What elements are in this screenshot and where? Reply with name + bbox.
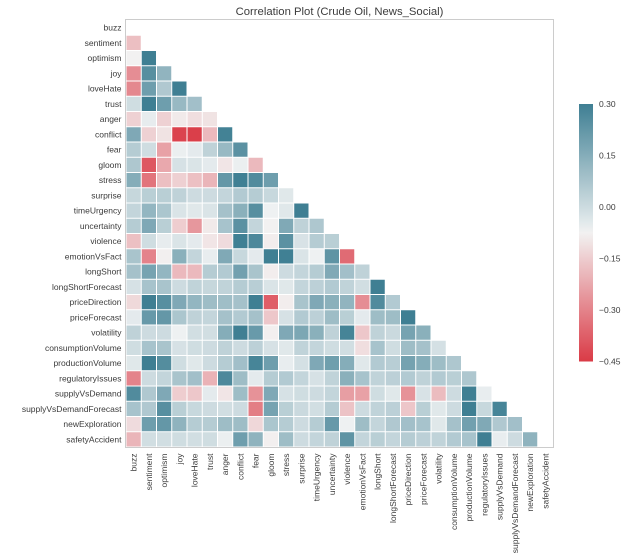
svg-text:0.15: 0.15 [599, 150, 616, 160]
svg-text:volatility: volatility [434, 453, 444, 484]
svg-text:longShortForecast: longShortForecast [388, 453, 398, 523]
svg-text:loveHate: loveHate [190, 453, 200, 487]
svg-text:0.00: 0.00 [599, 202, 616, 212]
svg-text:joy: joy [110, 68, 123, 78]
svg-text:productionVolume: productionVolume [464, 453, 474, 521]
svg-text:−0.45: −0.45 [599, 356, 621, 366]
svg-text:Correlation Plot (Crude Oil, N: Correlation Plot (Crude Oil, News_Social… [236, 6, 444, 18]
svg-text:timeUrgency: timeUrgency [74, 206, 122, 216]
svg-text:productionVolume: productionVolume [53, 358, 121, 368]
svg-text:surprise: surprise [91, 190, 122, 200]
svg-text:buzz: buzz [129, 454, 139, 472]
svg-text:trust: trust [105, 99, 122, 109]
svg-text:priceForecast: priceForecast [418, 453, 428, 505]
svg-text:violence: violence [90, 236, 121, 246]
svg-text:optimism: optimism [159, 454, 169, 488]
svg-text:buzz: buzz [104, 23, 122, 33]
svg-text:−0.30: −0.30 [599, 305, 621, 315]
svg-text:stress: stress [99, 175, 122, 185]
svg-text:uncertainty: uncertainty [327, 453, 337, 495]
svg-text:longShortForecast: longShortForecast [52, 282, 122, 292]
svg-text:gloom: gloom [266, 454, 276, 477]
svg-text:priceDirection: priceDirection [70, 297, 122, 307]
svg-text:sentiment: sentiment [85, 38, 122, 48]
svg-text:timeUrgency: timeUrgency [312, 453, 322, 501]
svg-text:longShort: longShort [85, 267, 122, 277]
svg-text:anger: anger [220, 453, 230, 475]
svg-text:fear: fear [107, 145, 122, 155]
svg-text:optimism: optimism [87, 53, 121, 63]
svg-text:regulatoryIssues: regulatoryIssues [479, 454, 489, 516]
svg-text:gloom: gloom [98, 160, 121, 170]
svg-text:stress: stress [281, 454, 291, 477]
svg-text:joy: joy [174, 453, 184, 466]
svg-text:supplyVsDemandForecast: supplyVsDemandForecast [510, 453, 520, 553]
svg-text:violence: violence [342, 453, 352, 484]
svg-text:conflict: conflict [95, 129, 122, 139]
svg-text:priceDirection: priceDirection [403, 453, 413, 505]
svg-text:surprise: surprise [296, 453, 306, 484]
svg-text:supplyVsDemandForecast: supplyVsDemandForecast [22, 404, 122, 414]
svg-text:volatility: volatility [91, 328, 122, 338]
svg-text:emotionVsFact: emotionVsFact [65, 251, 122, 261]
svg-text:trust: trust [205, 453, 215, 470]
svg-text:supplyVsDemand: supplyVsDemand [495, 453, 505, 520]
svg-text:−0.15: −0.15 [599, 253, 621, 263]
svg-text:consumptionVolume: consumptionVolume [45, 343, 122, 353]
svg-text:consumptionVolume: consumptionVolume [449, 453, 459, 530]
svg-text:loveHate: loveHate [88, 84, 122, 94]
svg-text:0.30: 0.30 [599, 99, 616, 109]
svg-text:newExploration: newExploration [525, 453, 535, 511]
svg-text:sentiment: sentiment [144, 453, 154, 490]
svg-text:emotionVsFact: emotionVsFact [357, 453, 367, 510]
svg-text:supplyVsDemand: supplyVsDemand [55, 389, 122, 399]
svg-text:regulatoryIssues: regulatoryIssues [59, 373, 121, 383]
svg-text:safetyAccident: safetyAccident [540, 453, 550, 509]
svg-text:fear: fear [251, 453, 261, 468]
svg-text:anger: anger [100, 114, 122, 124]
svg-text:priceForecast: priceForecast [70, 312, 122, 322]
svg-text:safetyAccident: safetyAccident [66, 434, 122, 444]
svg-text:conflict: conflict [235, 453, 245, 480]
svg-text:uncertainty: uncertainty [80, 221, 122, 231]
svg-text:newExploration: newExploration [63, 419, 121, 429]
svg-text:longShort: longShort [373, 453, 383, 490]
